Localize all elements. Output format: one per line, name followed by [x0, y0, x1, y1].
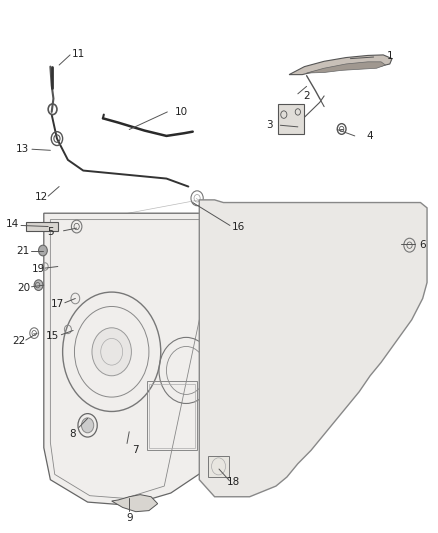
Text: 19: 19	[32, 264, 45, 274]
Text: 10: 10	[175, 107, 188, 117]
Bar	[26, 222, 58, 231]
Circle shape	[92, 328, 131, 376]
Text: 8: 8	[69, 430, 76, 439]
Text: 21: 21	[16, 246, 29, 255]
Text: 20: 20	[18, 283, 31, 293]
Bar	[147, 381, 197, 450]
Text: 5: 5	[47, 227, 54, 237]
Text: 7: 7	[132, 446, 139, 455]
Text: 3: 3	[266, 120, 273, 130]
Circle shape	[34, 280, 43, 290]
Text: 4: 4	[367, 131, 374, 141]
Text: 17: 17	[50, 299, 64, 309]
Text: 22: 22	[12, 336, 25, 346]
Text: 15: 15	[46, 331, 59, 341]
Circle shape	[39, 245, 47, 256]
Text: 9: 9	[126, 513, 133, 523]
Text: 12: 12	[35, 192, 48, 202]
Text: 16: 16	[232, 222, 245, 231]
Text: 2: 2	[303, 91, 310, 101]
Polygon shape	[44, 213, 226, 505]
Text: 11: 11	[71, 50, 85, 59]
Polygon shape	[112, 495, 158, 512]
Polygon shape	[278, 104, 304, 134]
Circle shape	[81, 418, 94, 433]
Polygon shape	[199, 200, 427, 497]
Text: 13: 13	[16, 144, 29, 154]
Text: 14: 14	[6, 219, 19, 229]
Bar	[208, 456, 229, 477]
Text: 18: 18	[227, 478, 240, 487]
Polygon shape	[307, 62, 385, 73]
Text: 1: 1	[386, 51, 393, 61]
Text: 6: 6	[419, 240, 426, 250]
Polygon shape	[289, 55, 392, 75]
Bar	[149, 384, 195, 448]
